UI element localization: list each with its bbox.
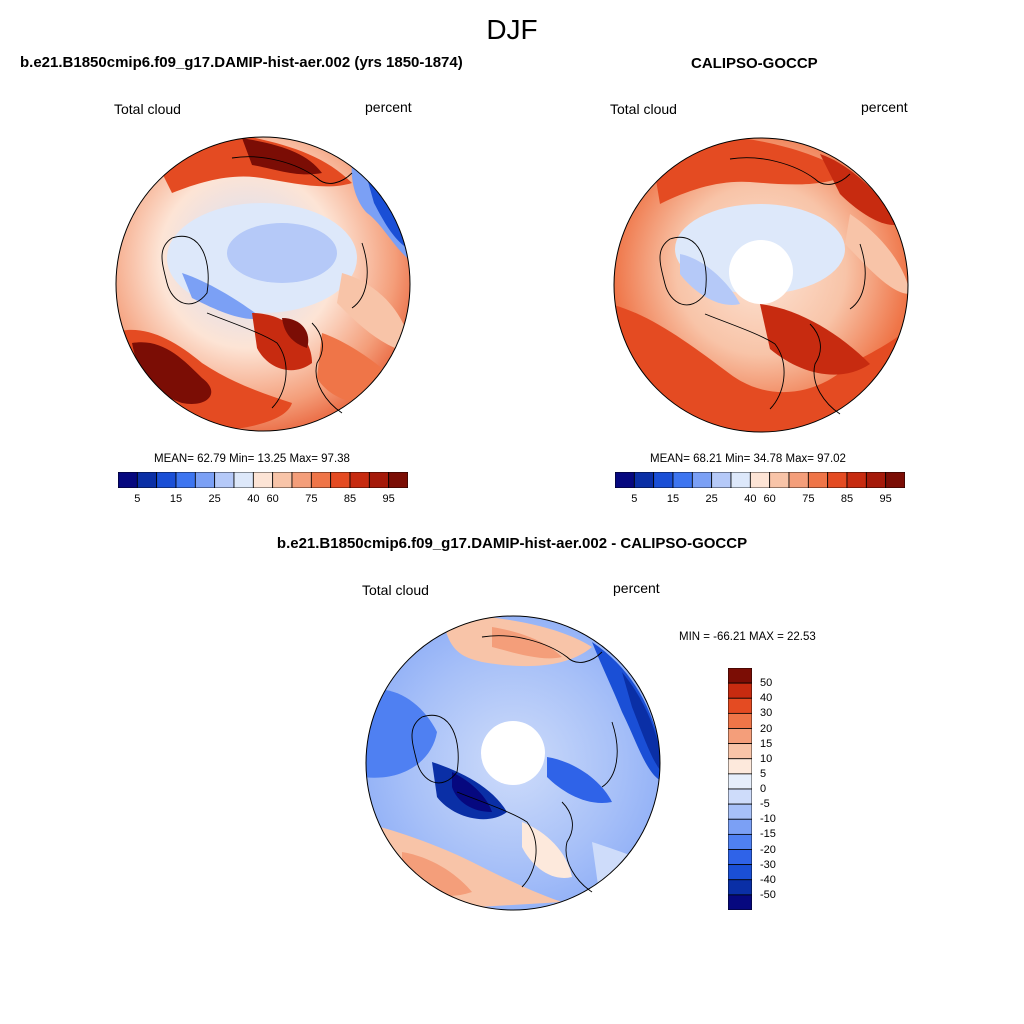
colorbar-tick-label: 85	[343, 493, 357, 505]
colorbar-swatch	[614, 471, 635, 489]
colorbar-tick-label: 25	[705, 493, 718, 505]
colorbar-swatch	[727, 712, 753, 729]
colorbar-swatch	[727, 697, 753, 714]
colorbar-tick-label: 75	[305, 493, 318, 505]
colorbar-swatch	[727, 728, 753, 745]
colorbar-swatch	[730, 471, 751, 489]
colorbar-swatch	[727, 743, 753, 760]
panel2-polar-map	[613, 137, 909, 433]
colorbar-tick-label: 5	[631, 493, 638, 505]
colorbar-tick-label: 95	[382, 493, 395, 505]
colorbar-tick-label: 15	[666, 493, 680, 505]
colorbar-swatch	[672, 471, 693, 489]
panel2-stats: MEAN= 68.21 Min= 34.78 Max= 97.02	[650, 453, 846, 465]
colorbar-swatch	[633, 471, 655, 489]
colorbar-swatch	[368, 471, 390, 489]
diff-title: b.e21.B1850cmip6.f09_g17.DAMIP-hist-aer.…	[276, 535, 748, 552]
panel1-variable-label: Total cloud	[114, 101, 181, 117]
colorbar-tick-label: 30	[760, 707, 773, 720]
colorbar-tick-label: 15	[169, 493, 183, 505]
colorbar-tick-label: 95	[879, 493, 892, 505]
colorbar-swatch	[769, 471, 790, 489]
colorbar-tick-label: -5	[760, 798, 770, 811]
panel2-colorbar-ticks: 5 15 25 40 60 75 85 95	[615, 493, 905, 507]
colorbar-tick-label: 60	[763, 493, 776, 505]
colorbar-swatch	[727, 879, 753, 896]
panel2-variable-label: Total cloud	[610, 101, 677, 117]
panel1-colorbar	[117, 471, 409, 489]
panel1-units-label: percent	[365, 99, 412, 115]
colorbar-tick-label: 5	[134, 493, 141, 505]
colorbar-swatch	[788, 471, 809, 489]
colorbar-swatch	[807, 471, 829, 489]
colorbar-swatch	[727, 818, 753, 835]
colorbar-swatch	[175, 471, 196, 489]
colorbar-swatch	[272, 471, 293, 489]
colorbar-tick-label: 60	[266, 493, 279, 505]
panel1-title: b.e21.B1850cmip6.f09_g17.DAMIP-hist-aer.…	[20, 54, 463, 71]
panel3-units-label: percent	[613, 580, 660, 596]
colorbar-tick-label: 5	[760, 767, 767, 780]
colorbar-swatch	[727, 682, 753, 699]
colorbar-swatch	[727, 773, 753, 790]
panel2-colorbar	[614, 471, 906, 489]
colorbar-tick-label: 20	[760, 722, 773, 735]
colorbar-swatch	[117, 471, 138, 489]
panel3-min-max: MIN = -66.21 MAX = 22.53	[679, 631, 816, 643]
colorbar-swatch	[711, 471, 732, 489]
colorbar-tick-label: -40	[760, 873, 776, 886]
colorbar-swatch	[330, 471, 351, 489]
colorbar-swatch	[727, 758, 753, 775]
panel3-colorbar-ticks: 50 40 30 20 15 10 5 0 -5 -10 -15 -20 -30 -40 -50	[760, 668, 800, 910]
colorbar-tick-label: -15	[760, 828, 776, 841]
colorbar-swatch	[727, 833, 753, 850]
colorbar-tick-label: 0	[760, 783, 767, 795]
colorbar-tick-label: 15	[760, 737, 773, 750]
panel2-units-label: percent	[861, 99, 908, 115]
colorbar-swatch	[885, 471, 906, 489]
colorbar-tick-label: 40	[247, 493, 260, 505]
colorbar-swatch	[252, 471, 274, 489]
colorbar-swatch	[156, 471, 177, 489]
colorbar-swatch	[727, 849, 753, 866]
panel3-polar-map	[365, 615, 661, 911]
colorbar-swatch	[749, 471, 771, 489]
colorbar-tick-label: -50	[760, 888, 776, 901]
colorbar-swatch	[653, 471, 674, 489]
colorbar-tick-label: 50	[760, 677, 773, 690]
colorbar-tick-label: 25	[208, 493, 221, 505]
colorbar-swatch	[827, 471, 848, 489]
season-title: DJF	[486, 14, 538, 45]
colorbar-tick-label: -20	[760, 843, 776, 856]
panel3-variable-label: Total cloud	[362, 582, 429, 598]
colorbar-swatch	[727, 864, 753, 881]
colorbar-tick-label: 10	[760, 752, 773, 765]
colorbar-swatch	[214, 471, 235, 489]
colorbar-swatch	[865, 471, 887, 489]
colorbar-swatch	[388, 471, 409, 489]
colorbar-tick-label: 75	[802, 493, 815, 505]
colorbar-swatch	[136, 471, 158, 489]
panel2-title: CALIPSO-GOCCP	[691, 55, 818, 72]
colorbar-swatch	[194, 471, 216, 489]
colorbar-swatch	[727, 667, 753, 684]
colorbar-tick-label: 85	[840, 493, 854, 505]
colorbar-swatch	[691, 471, 713, 489]
colorbar-swatch	[846, 471, 867, 489]
colorbar-tick-label: -30	[760, 858, 776, 871]
colorbar-swatch	[727, 788, 753, 805]
colorbar-swatch	[233, 471, 254, 489]
colorbar-tick-label: 40	[760, 692, 773, 705]
colorbar-swatch	[727, 803, 753, 820]
colorbar-swatch	[349, 471, 370, 489]
panel1-stats: MEAN= 62.79 Min= 13.25 Max= 97.38	[154, 453, 350, 465]
colorbar-swatch	[291, 471, 312, 489]
colorbar-tick-label: -10	[760, 813, 776, 826]
colorbar-swatch	[310, 471, 332, 489]
panel3-colorbar	[727, 667, 753, 911]
panel1-polar-map	[115, 136, 411, 432]
colorbar-tick-label: 40	[744, 493, 757, 505]
panel1-colorbar-ticks: 5 15 25 40 60 75 85 95	[118, 493, 408, 507]
colorbar-swatch	[727, 894, 753, 911]
